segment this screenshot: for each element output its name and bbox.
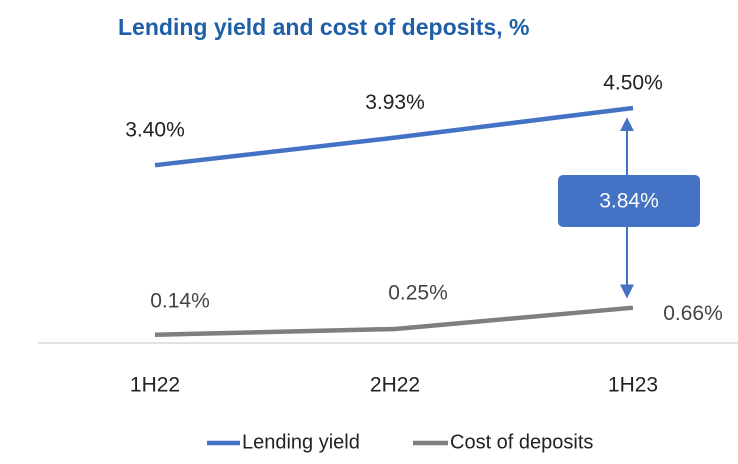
data-label: 0.14% — [150, 289, 210, 312]
x-tick-label: 1H22 — [130, 374, 180, 397]
series-line — [154, 305, 634, 337]
legend-label: Cost of deposits — [450, 431, 593, 453]
series-line — [154, 105, 634, 168]
legend-label: Lending yield — [242, 431, 360, 453]
data-label: 0.25% — [388, 282, 448, 305]
data-label: 3.40% — [125, 119, 185, 142]
data-label: 4.50% — [603, 72, 663, 95]
x-tick-label: 1H23 — [608, 374, 658, 397]
annotation-text: 3.84% — [599, 190, 659, 213]
annotation-box — [558, 175, 700, 227]
chart-title: Lending yield and cost of deposits, % — [118, 14, 529, 40]
x-tick-label: 2H22 — [370, 374, 420, 397]
data-label: 0.66% — [663, 302, 723, 325]
data-label: 3.93% — [365, 91, 425, 114]
